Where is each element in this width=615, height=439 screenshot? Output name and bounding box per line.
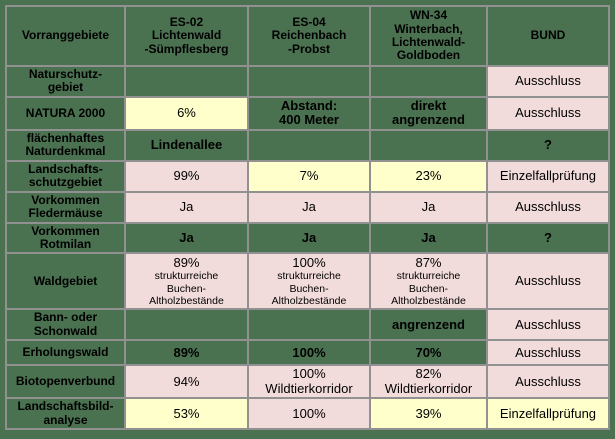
table-row: Erholungswald 89% 100% 70% Ausschluss — [5, 339, 611, 367]
table-cell: Ausschluss — [485, 190, 611, 224]
row-label: Vorkommen Rotmilan — [5, 221, 126, 255]
row-label: flächenhaftes Naturdenkmal — [5, 128, 126, 162]
table-cell: 100% — [246, 397, 372, 431]
table-cell: Ausschluss — [485, 252, 611, 311]
table-cell: 7% — [246, 159, 372, 193]
table-cell — [369, 65, 488, 98]
table-cell: Ja — [246, 221, 372, 255]
row-label: Vorkommen Fledermäuse — [5, 190, 126, 224]
column-header-es02: ES-02 Lichtenwald -Sümpflesberg — [123, 5, 250, 67]
row-label: Erholungswald — [5, 339, 126, 367]
table-cell: Ja — [123, 190, 250, 224]
row-label: Landschafts- schutzgebiet — [5, 159, 126, 193]
table-cell: Ja — [369, 190, 488, 224]
table-cell: Ja — [246, 190, 372, 224]
column-header-wn34: WN-34 Winterbach, Lichtenwald- Goldboden — [369, 5, 488, 67]
table-cell — [246, 128, 372, 162]
table-row: Biotopenverbund 94% 100% Wildtierkorrido… — [5, 364, 611, 400]
table-cell: 23% — [369, 159, 488, 193]
table-row: Vorkommen Rotmilan Ja Ja Ja ? — [5, 221, 611, 255]
table-cell: Abstand: 400 Meter — [246, 95, 372, 131]
row-label: Biotopenverbund — [5, 364, 126, 400]
table-cell: 39% — [369, 397, 488, 431]
row-label: NATURA 2000 — [5, 95, 126, 131]
row-label: Landschaftsbild- analyse — [5, 397, 126, 431]
row-label: Bann- oder Schonwald — [5, 308, 126, 342]
table-row: Landschafts- schutzgebiet 99% 7% 23% Ein… — [5, 159, 611, 193]
table-cell: 99% — [123, 159, 250, 193]
table-row: Bann- oder Schonwald angrenzend Ausschlu… — [5, 308, 611, 342]
table-cell — [246, 65, 372, 98]
column-header-bund: BUND — [485, 5, 611, 67]
table-cell: Ausschluss — [485, 364, 611, 400]
row-label: Waldgebiet — [5, 252, 126, 311]
table-cell: 53% — [123, 397, 250, 431]
table-cell: 70% — [369, 339, 488, 367]
table-cell: Einzelfallprüfung — [485, 159, 611, 193]
table-row: flächenhaftes Naturdenkmal Lindenallee ? — [5, 128, 611, 162]
table-cell: Ausschluss — [485, 65, 611, 98]
table-cell — [123, 308, 250, 342]
table-cell: 94% — [123, 364, 250, 400]
table-cell: 100% strukturreiche Buchen- Altholzbestän… — [246, 252, 372, 311]
table-cell: 100% — [246, 339, 372, 367]
table-row: NATURA 2000 6% Abstand: 400 Meter direkt… — [5, 95, 611, 131]
vorranggebiete-comparison-table: Vorranggebiete ES-02 Lichtenwald -Sümpfl… — [5, 5, 611, 431]
column-header-es04: ES-04 Reichenbach -Probst — [246, 5, 372, 67]
table-row: Landschaftsbild- analyse 53% 100% 39% Ei… — [5, 397, 611, 431]
row-label: Naturschutz- gebiet — [5, 65, 126, 98]
table-cell: ? — [485, 128, 611, 162]
table-cell: Ausschluss — [485, 308, 611, 342]
column-header-vorranggebiete: Vorranggebiete — [5, 5, 126, 67]
table-cell: Einzelfallprüfung — [485, 397, 611, 431]
table-cell — [246, 308, 372, 342]
table-row: Vorkommen Fledermäuse Ja Ja Ja Ausschlus… — [5, 190, 611, 224]
table-cell: Ausschluss — [485, 95, 611, 131]
table-cell — [123, 65, 250, 98]
table-cell: 89% — [123, 339, 250, 367]
table-cell: 100% Wildtierkorridor — [246, 364, 372, 400]
table-row: Naturschutz- gebiet Ausschluss — [5, 65, 611, 98]
table-cell: angrenzend — [369, 308, 488, 342]
table-cell: ? — [485, 221, 611, 255]
table-cell: 82% Wildtierkorridor — [369, 364, 488, 400]
table-cell: direkt angrenzend — [369, 95, 488, 131]
table-cell: 87% strukturreiche Buchen- Altholzbeständ… — [369, 252, 488, 311]
table-cell: 6% — [123, 95, 250, 131]
table-cell: 89% strukturreiche Buchen- Altholzbeständ… — [123, 252, 250, 311]
table-cell — [369, 128, 488, 162]
table-cell: Ja — [369, 221, 488, 255]
header-row: Vorranggebiete ES-02 Lichtenwald -Sümpfl… — [5, 5, 611, 67]
table-cell: Ausschluss — [485, 339, 611, 367]
table-cell: Lindenallee — [123, 128, 250, 162]
table-cell: Ja — [123, 221, 250, 255]
table-row: Waldgebiet 89% strukturreiche Buchen- Alt… — [5, 252, 611, 311]
